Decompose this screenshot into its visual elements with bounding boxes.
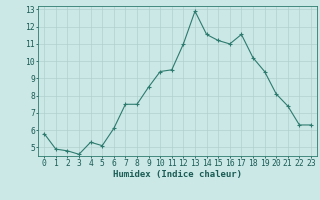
X-axis label: Humidex (Indice chaleur): Humidex (Indice chaleur): [113, 170, 242, 179]
